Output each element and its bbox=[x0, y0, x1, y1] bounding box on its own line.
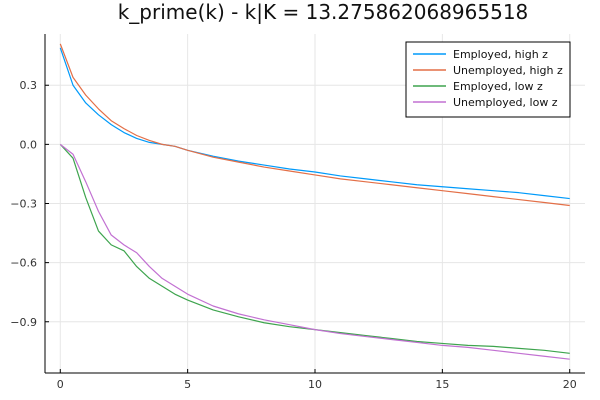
series-line-3 bbox=[59, 143, 570, 354]
x-tick-label: 20 bbox=[563, 378, 577, 391]
series-line-1 bbox=[59, 47, 570, 200]
x-tick-label: 5 bbox=[184, 378, 191, 391]
chart-title: k_prime(k) - k|K = 13.275862068965518 bbox=[118, 0, 529, 24]
tick-labels: 0 5 10 15 20 0.3 0.0 −0.3 −0.6 −0.9 bbox=[10, 79, 576, 391]
y-tick-label: −0.6 bbox=[10, 257, 37, 270]
y-tick-label: 0.3 bbox=[20, 79, 38, 92]
x-tick-label: 10 bbox=[308, 378, 322, 391]
legend-label: Employed, low z bbox=[453, 80, 543, 93]
legend-label: Unemployed, high z bbox=[453, 64, 563, 77]
series-lines bbox=[59, 43, 570, 360]
y-tick-label: −0.3 bbox=[10, 198, 37, 211]
series-line-2 bbox=[59, 43, 570, 207]
grid bbox=[45, 34, 585, 373]
legend-label: Employed, high z bbox=[453, 48, 548, 61]
y-tick-label: 0.0 bbox=[20, 138, 38, 151]
axes bbox=[44, 34, 585, 374]
series-line-4 bbox=[59, 143, 570, 360]
x-tick-label: 0 bbox=[57, 378, 64, 391]
legend-label: Unemployed, low z bbox=[453, 96, 558, 109]
x-tick-label: 15 bbox=[435, 378, 449, 391]
legend: Employed, high z Unemployed, high z Employ… bbox=[405, 41, 571, 118]
y-tick-label: −0.9 bbox=[10, 316, 37, 329]
